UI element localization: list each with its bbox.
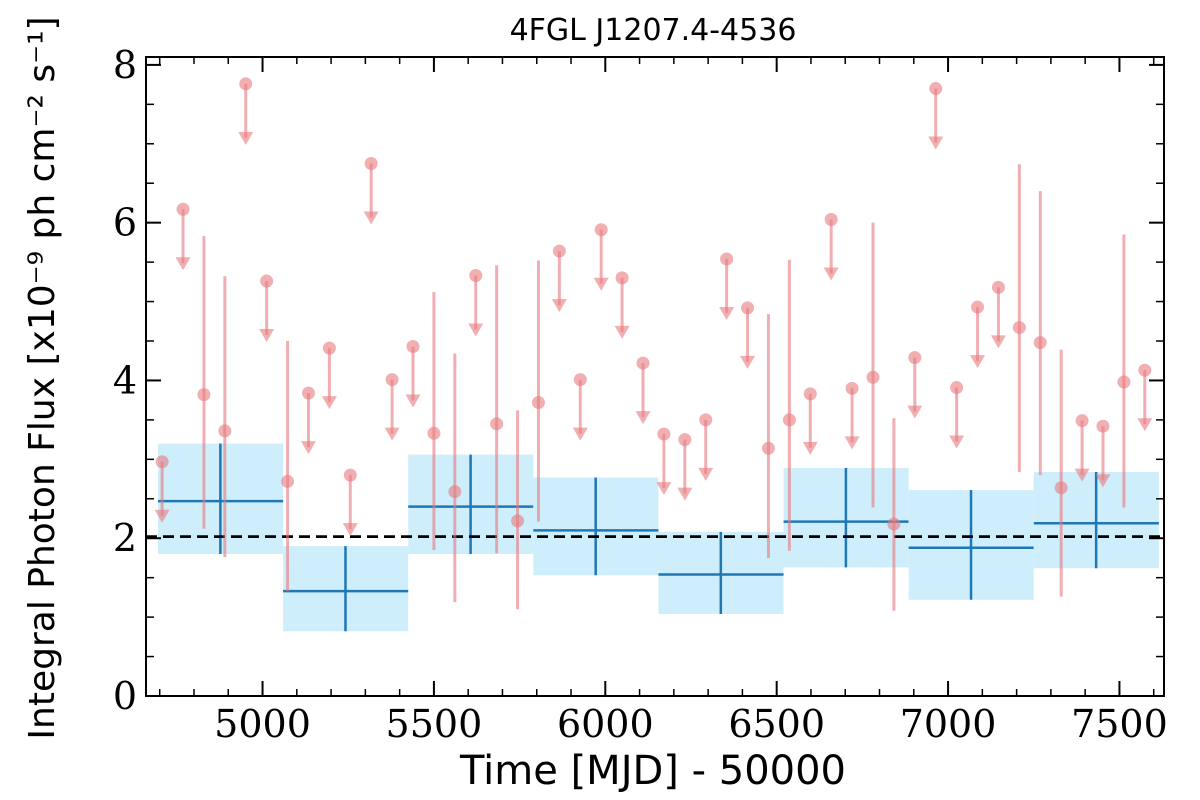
detection-point	[218, 424, 232, 438]
upper-limit-point	[385, 373, 399, 387]
upper-limit-arrowhead	[1074, 468, 1090, 482]
x-tick-label: 5000	[214, 702, 311, 746]
upper-limit-point	[929, 82, 943, 96]
upper-limit-point	[1096, 419, 1110, 433]
detection-point	[782, 413, 796, 427]
y-tick-label: 0	[113, 674, 137, 718]
upper-limit-arrowhead	[990, 335, 1006, 349]
upper-limit-point	[239, 77, 253, 91]
upper-limit-arrowhead	[572, 427, 588, 441]
y-tick-label: 2	[113, 516, 137, 560]
upper-limit-arrowhead	[551, 299, 567, 313]
upper-limit-arrowhead	[154, 509, 170, 523]
upper-limit-point	[636, 356, 650, 370]
upper-limit-point	[845, 381, 859, 395]
y-axis-label: Integral Photon Flux [x10⁻⁹ ph cm⁻² s⁻¹]	[22, 16, 63, 739]
detection-point	[1117, 375, 1131, 389]
upper-limit-point	[699, 413, 713, 427]
upper-limit-point	[406, 340, 420, 354]
upper-limit-point	[573, 373, 587, 387]
upper-limit-arrowhead	[321, 396, 337, 410]
upper-limit-point	[803, 387, 817, 401]
upper-limit-point	[657, 427, 671, 441]
data-points-layer	[154, 77, 1153, 611]
upper-limit-point	[1075, 414, 1089, 428]
detection-point	[1033, 336, 1047, 350]
chart-title: 4FGL J1207.4-4536	[510, 13, 797, 48]
upper-limit-point	[322, 341, 336, 355]
upper-limit-arrowhead	[928, 136, 944, 150]
upper-limit-arrowhead	[802, 441, 818, 455]
upper-limit-arrowhead	[468, 323, 484, 337]
x-tick-label: 7000	[900, 702, 997, 746]
detection-point	[197, 388, 211, 402]
detection-point	[887, 517, 901, 531]
upper-limit-arrowhead	[614, 325, 630, 339]
upper-limit-arrowhead	[677, 487, 693, 501]
y-tick-label: 8	[113, 43, 137, 87]
upper-limit-arrowhead	[740, 355, 756, 369]
upper-limit-arrowhead	[656, 482, 672, 496]
x-tick-label: 6500	[728, 702, 825, 746]
upper-limit-arrowhead	[405, 394, 421, 408]
x-tick-label: 5500	[386, 702, 483, 746]
upper-limit-arrowhead	[384, 427, 400, 441]
x-tick-label: 7500	[1071, 702, 1168, 746]
upper-limit-arrowhead	[635, 411, 651, 425]
upper-limit-point	[720, 252, 734, 266]
upper-limit-arrowhead	[342, 523, 358, 537]
upper-limit-point	[615, 271, 629, 285]
upper-limit-point	[1138, 363, 1152, 377]
upper-limit-arrowhead	[300, 441, 316, 455]
upper-limit-point	[176, 202, 190, 216]
upper-limit-arrowhead	[1137, 418, 1153, 432]
upper-limit-point	[971, 300, 985, 314]
axes-layer: 5000 5500 6000 6500 7000 7500 0 2 4 6 8	[113, 43, 1168, 746]
detection-point	[866, 370, 880, 384]
plot-frame	[145, 56, 1165, 697]
upper-limit-point	[301, 386, 315, 400]
upper-limit-arrowhead	[593, 277, 609, 291]
upper-limit-point	[343, 468, 357, 482]
upper-limit-point	[908, 351, 922, 365]
upper-limit-arrowhead	[970, 355, 986, 369]
upper-limit-point	[991, 280, 1005, 294]
upper-limit-arrowhead	[719, 306, 735, 320]
upper-limit-arrowhead	[259, 329, 275, 343]
upper-limit-point	[594, 223, 608, 237]
upper-limit-arrowhead	[907, 405, 923, 419]
upper-limit-arrowhead	[175, 257, 191, 271]
upper-limit-arrowhead	[238, 131, 254, 145]
upper-limit-point	[552, 244, 566, 258]
upper-limit-point	[950, 381, 964, 395]
y-tick-label: 6	[113, 201, 137, 245]
upper-limit-arrowhead	[363, 211, 379, 225]
y-tick-label: 4	[113, 358, 137, 402]
x-tick-label: 6000	[557, 702, 654, 746]
upper-limit-point	[364, 157, 378, 170]
detection-point	[427, 426, 441, 440]
upper-limit-arrowhead	[1095, 474, 1111, 488]
upper-limit-point	[469, 269, 483, 283]
detection-point	[1012, 321, 1026, 335]
upper-limit-point	[678, 433, 692, 447]
detection-point	[1054, 481, 1068, 495]
x-axis-label: Time [MJD] - 50000	[459, 748, 846, 794]
binned-flux-layer	[157, 443, 1159, 632]
upper-limit-point	[824, 213, 838, 227]
upper-limit-arrowhead	[698, 467, 714, 481]
detection-point	[448, 485, 462, 499]
upper-limit-arrowhead	[844, 436, 860, 450]
upper-limit-point	[260, 274, 274, 288]
upper-limit-point	[741, 301, 755, 315]
upper-limit-point	[155, 455, 169, 469]
detection-point	[761, 441, 775, 455]
detection-point	[490, 417, 504, 431]
detection-point	[511, 514, 525, 528]
detection-point	[531, 396, 545, 410]
upper-limit-arrowhead	[949, 435, 965, 449]
detection-point	[281, 474, 295, 488]
upper-limit-arrowhead	[823, 267, 839, 281]
